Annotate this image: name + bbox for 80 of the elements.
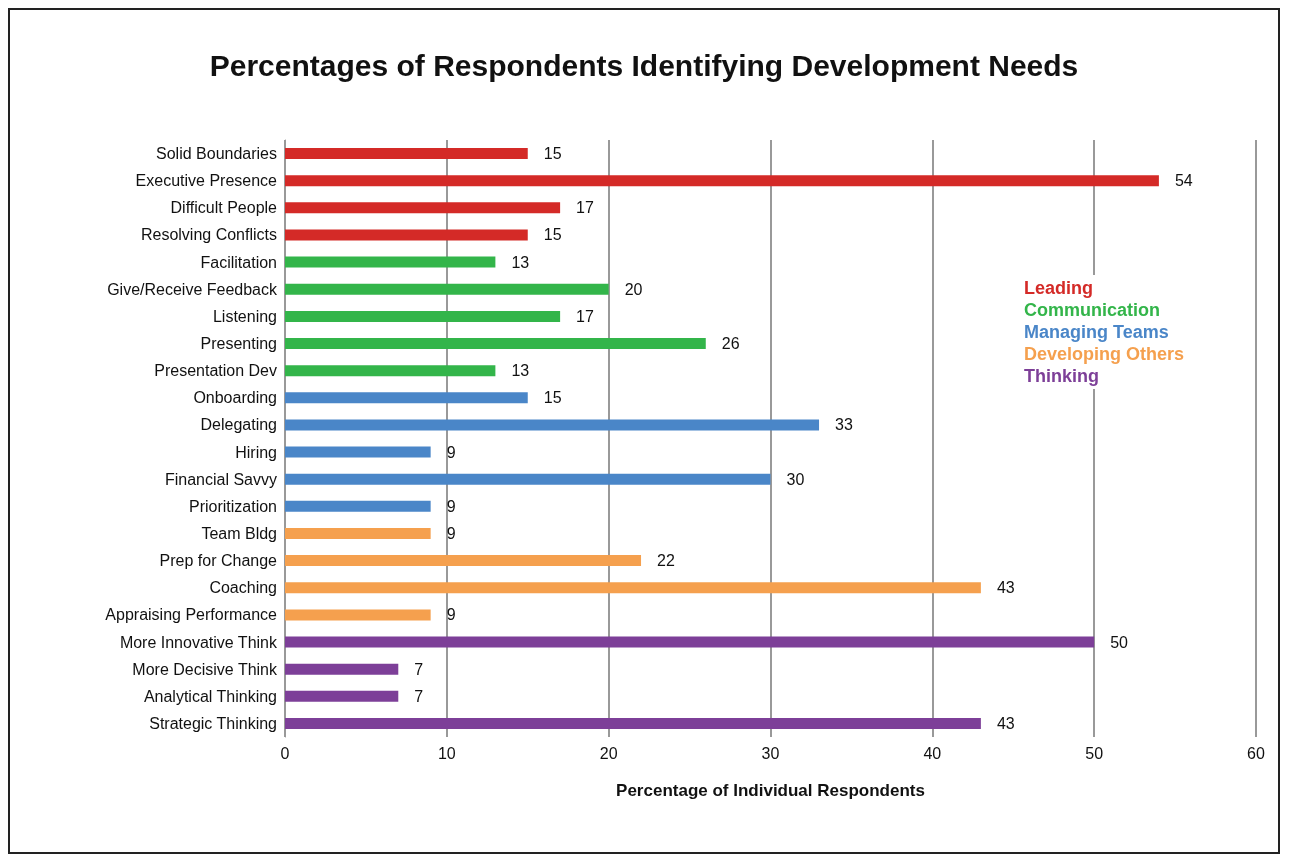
y-tick-label: More Innovative Think	[119, 633, 278, 651]
y-tick-label: Delegating	[200, 416, 277, 434]
data-label: 9	[446, 497, 456, 515]
bar	[285, 582, 981, 594]
data-label: 54	[1174, 172, 1193, 190]
bar	[285, 365, 496, 377]
data-label: 15	[543, 226, 562, 244]
y-tick-label: Solid Boundaries	[156, 145, 277, 163]
data-label: 9	[446, 524, 456, 542]
y-tick-label: Facilitation	[200, 253, 277, 271]
x-axis-title: Percentage of Individual Respondents	[616, 781, 925, 800]
data-label: 17	[576, 199, 595, 217]
data-label: 9	[446, 443, 456, 461]
y-tick-label: Listening	[212, 307, 277, 325]
data-label: 15	[543, 389, 562, 407]
data-label: 26	[721, 335, 740, 353]
bar	[285, 283, 609, 295]
x-tick-label: 40	[923, 744, 942, 762]
x-tick-label: 10	[437, 744, 456, 762]
bar	[285, 527, 431, 539]
data-label: 43	[996, 579, 1015, 597]
data-label: 17	[576, 307, 595, 325]
text: Leading	[1023, 278, 1093, 298]
data-label: 9	[446, 606, 456, 624]
x-tick-label: 0	[280, 744, 290, 762]
bar	[285, 229, 528, 241]
y-tick-label: Appraising Performance	[105, 606, 278, 624]
y-tick-label: Resolving Conflicts	[140, 226, 277, 244]
bar	[285, 636, 1095, 648]
text: Developing Others	[1023, 344, 1184, 364]
bar	[285, 663, 399, 675]
bar	[285, 256, 496, 268]
data-label: 7	[414, 687, 424, 705]
bar	[285, 609, 431, 621]
x-tick-label: 60	[1247, 744, 1265, 762]
y-tick-label: Financial Savvy	[164, 470, 277, 488]
y-tick-label: Team Bldg	[201, 524, 277, 542]
x-tick-label: 50	[1085, 744, 1104, 762]
bar	[285, 338, 706, 350]
y-tick-label: Onboarding	[193, 389, 277, 407]
y-tick-label: Prep for Change	[159, 552, 278, 570]
data-label: 13	[511, 253, 530, 271]
y-tick-label: Give/Receive Feedback	[107, 280, 278, 298]
data-label: 7	[414, 660, 424, 678]
bar	[285, 310, 561, 322]
bar	[285, 473, 771, 485]
data-label: 43	[996, 714, 1015, 732]
y-tick-label: More Decisive Think	[132, 660, 278, 678]
x-tick-label: 30	[761, 744, 780, 762]
bar	[285, 500, 431, 512]
y-tick-label: Prioritization	[188, 497, 277, 515]
bar	[285, 446, 431, 458]
y-tick-label: Strategic Thinking	[149, 714, 277, 732]
y-tick-label: Difficult People	[170, 199, 278, 217]
y-tick-label: Analytical Thinking	[143, 687, 277, 705]
y-tick-label: Presenting	[200, 335, 277, 353]
y-tick-label: Executive Presence	[135, 172, 278, 190]
y-tick-label: Coaching	[209, 579, 277, 597]
data-label: 33	[835, 416, 853, 434]
data-label: 20	[624, 280, 643, 298]
bar	[285, 148, 528, 160]
data-label: 15	[543, 145, 562, 163]
data-label: 30	[786, 470, 805, 488]
data-label: 13	[511, 362, 530, 380]
bar	[285, 175, 1159, 187]
bar	[285, 392, 528, 404]
text: Managing Teams	[1023, 322, 1169, 342]
bar	[285, 690, 399, 702]
data-label: 22	[657, 552, 675, 570]
chart-title: Percentages of Respondents Identifying Development Needs	[209, 48, 1079, 82]
bar	[285, 717, 981, 729]
bar	[285, 555, 642, 567]
bar	[285, 202, 561, 214]
text: Thinking	[1023, 366, 1099, 386]
x-tick-label: 20	[599, 744, 618, 762]
text: Communication	[1023, 300, 1160, 320]
data-label: 50	[1110, 633, 1129, 651]
y-tick-label: Presentation Dev	[154, 362, 277, 380]
bar	[285, 419, 820, 431]
y-tick-label: Hiring	[235, 443, 277, 461]
